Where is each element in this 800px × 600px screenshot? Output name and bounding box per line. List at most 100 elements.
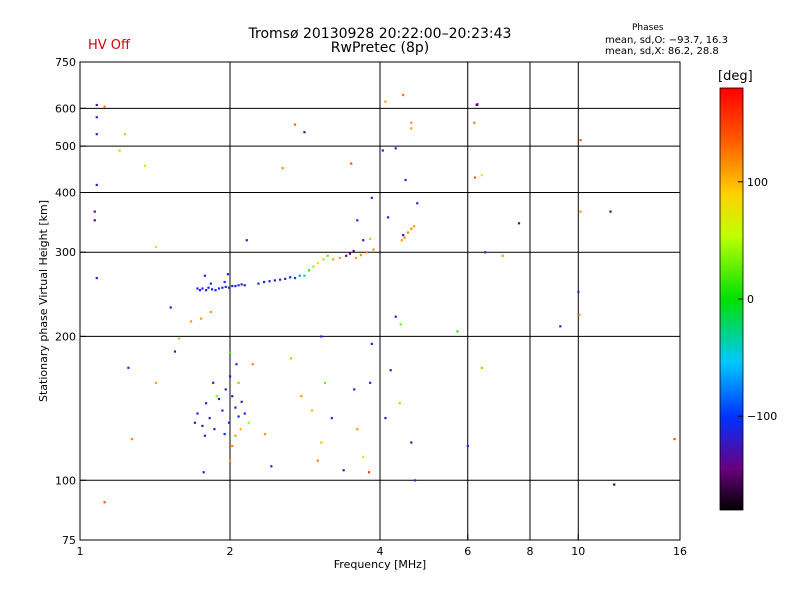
- data-point: [473, 121, 476, 124]
- data-point: [243, 284, 246, 287]
- data-point: [229, 351, 232, 354]
- data-point: [154, 245, 158, 248]
- phase-stats-heading: Phases: [632, 23, 664, 33]
- data-point: [406, 231, 410, 234]
- data-point: [208, 416, 211, 420]
- x-tick-label: 10: [571, 545, 585, 558]
- data-point: [234, 284, 237, 288]
- data-point: [384, 100, 387, 103]
- data-point: [316, 261, 319, 265]
- data-point: [237, 284, 240, 287]
- data-point: [394, 147, 397, 150]
- y-tick-label: 300: [55, 246, 76, 259]
- data-point: [245, 239, 248, 242]
- x-tick-label: 2: [227, 545, 234, 558]
- data-point: [247, 421, 250, 424]
- data-point: [196, 412, 199, 415]
- data-point: [517, 222, 521, 225]
- data-point: [173, 350, 177, 353]
- data-point: [370, 342, 373, 345]
- data-point: [484, 251, 487, 254]
- data-point: [410, 441, 413, 444]
- data-point: [95, 103, 98, 107]
- data-point: [169, 306, 172, 309]
- y-axis-label: Stationary phase Virtual Height [km]: [37, 200, 50, 402]
- hv-status: HV Off: [88, 38, 130, 53]
- data-point: [323, 381, 327, 384]
- data-point: [330, 416, 333, 420]
- data-point: [93, 219, 96, 222]
- data-point: [127, 366, 130, 369]
- data-point: [154, 381, 158, 384]
- data-point: [224, 285, 227, 288]
- data-point: [204, 289, 208, 292]
- data-point: [234, 406, 237, 409]
- data-point: [289, 276, 292, 279]
- phase-stats-o: mean, sd,O: −93.7, 16.3: [605, 35, 728, 46]
- data-point: [312, 265, 315, 268]
- data-point: [223, 432, 226, 436]
- data-point: [352, 249, 355, 253]
- colorbar-unit: [deg]: [718, 69, 753, 84]
- data-point: [204, 402, 208, 405]
- data-point: [320, 335, 323, 338]
- data-point: [353, 388, 356, 391]
- data-point: [501, 254, 504, 257]
- data-point: [673, 437, 676, 441]
- data-point: [123, 133, 126, 136]
- data-point: [356, 219, 359, 222]
- data-point: [466, 444, 469, 448]
- data-point: [240, 283, 243, 286]
- data-point: [372, 248, 375, 251]
- data-point: [263, 432, 267, 436]
- data-point: [381, 149, 384, 152]
- data-point: [240, 400, 243, 403]
- data-point: [229, 375, 232, 378]
- data-point: [95, 276, 98, 280]
- data-point: [234, 434, 237, 437]
- data-point: [348, 252, 352, 255]
- data-point: [214, 289, 217, 292]
- data-point: [130, 437, 133, 441]
- data-point: [412, 225, 416, 228]
- data-point: [307, 269, 311, 272]
- data-point: [227, 286, 231, 289]
- data-point: [400, 239, 403, 242]
- data-point: [402, 93, 405, 97]
- data-point: [198, 289, 202, 292]
- data-point: [203, 274, 206, 277]
- data-point: [217, 397, 221, 401]
- data-point: [237, 381, 240, 384]
- data-point: [95, 116, 98, 119]
- data-point: [95, 183, 98, 187]
- data-point: [389, 369, 392, 372]
- data-point: [177, 337, 181, 340]
- data-point: [95, 133, 98, 136]
- x-tick-label: 6: [464, 545, 471, 558]
- data-point: [209, 282, 212, 285]
- data-point: [404, 178, 407, 182]
- data-point: [413, 479, 417, 482]
- data-point: [215, 395, 218, 398]
- data-point: [362, 239, 365, 242]
- x-tick-label: 8: [527, 545, 534, 558]
- data-point: [456, 330, 459, 333]
- data-point: [350, 162, 353, 165]
- data-point: [345, 254, 348, 257]
- data-point: [473, 176, 477, 179]
- data-point: [613, 483, 616, 486]
- data-point: [212, 381, 215, 384]
- data-point: [251, 363, 254, 366]
- axis-ticks: 1 2 4 6 8 10 16 75 100 200 300 400 500 600 750: [55, 56, 687, 558]
- data-point: [416, 202, 419, 205]
- data-point: [298, 274, 301, 277]
- data-point: [103, 105, 106, 108]
- data-point: [201, 287, 204, 290]
- data-point: [359, 254, 362, 257]
- plot-title: Tromsø 20130928 20:22:00–20:23:43: [248, 26, 512, 42]
- data-point: [231, 284, 234, 288]
- data-point: [217, 287, 221, 290]
- data-point: [202, 471, 205, 474]
- data-point: [281, 167, 284, 170]
